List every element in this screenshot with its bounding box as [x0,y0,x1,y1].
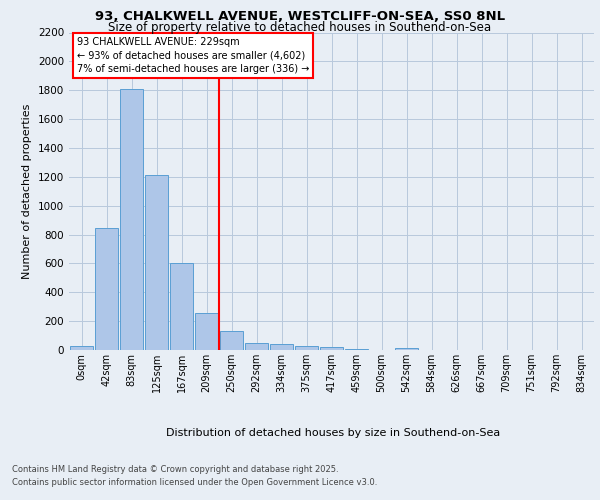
Bar [70,346,93,350]
Bar [120,89,143,350]
Bar [145,176,168,350]
Text: 93, CHALKWELL AVENUE, WESTCLIFF-ON-SEA, SS0 8NL: 93, CHALKWELL AVENUE, WESTCLIFF-ON-SEA, … [95,10,505,23]
Y-axis label: Number of detached properties: Number of detached properties [22,104,32,279]
Bar [270,344,293,350]
Bar [220,331,243,350]
Bar [195,313,218,350]
Text: 93 CHALKWELL AVENUE: 229sqm
← 93% of detached houses are smaller (4,602)
7% of s: 93 CHALKWELL AVENUE: 229sqm ← 93% of det… [77,38,309,74]
Text: Distribution of detached houses by size in Southend-on-Sea: Distribution of detached houses by size … [166,428,500,438]
Bar [295,346,318,350]
Bar [95,228,118,350]
Bar [395,348,418,350]
Bar [345,348,368,350]
Bar [170,264,193,350]
Bar [320,347,343,350]
Text: Size of property relative to detached houses in Southend-on-Sea: Size of property relative to detached ho… [109,21,491,34]
Text: Contains public sector information licensed under the Open Government Licence v3: Contains public sector information licen… [12,478,377,487]
Bar [245,343,268,350]
Text: Contains HM Land Registry data © Crown copyright and database right 2025.: Contains HM Land Registry data © Crown c… [12,466,338,474]
